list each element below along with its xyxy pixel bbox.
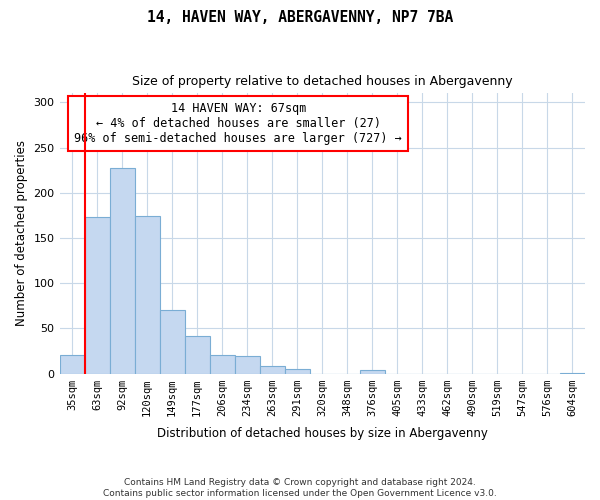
Bar (85, 217, 110, 374)
Bar (285, 369, 310, 374)
Text: Contains HM Land Registry data © Crown copyright and database right 2024.
Contai: Contains HM Land Registry data © Crown c… (103, 478, 497, 498)
X-axis label: Distribution of detached houses by size in Abergavenny: Distribution of detached houses by size … (157, 427, 488, 440)
Bar (360, 370, 385, 374)
Bar (560, 372, 585, 374)
Bar (59, 356, 85, 374)
Bar (110, 168, 134, 374)
Bar (185, 336, 209, 374)
Text: 14 HAVEN WAY: 67sqm
← 4% of detached houses are smaller (27)
96% of semi-detache: 14 HAVEN WAY: 67sqm ← 4% of detached hou… (74, 102, 402, 144)
Bar (209, 356, 235, 374)
Text: 14, HAVEN WAY, ABERGAVENNY, NP7 7BA: 14, HAVEN WAY, ABERGAVENNY, NP7 7BA (147, 10, 453, 25)
Bar (160, 310, 185, 374)
Bar (134, 216, 160, 374)
Bar (260, 366, 285, 374)
Y-axis label: Number of detached properties: Number of detached properties (15, 140, 28, 326)
Title: Size of property relative to detached houses in Abergavenny: Size of property relative to detached ho… (132, 75, 512, 88)
Bar (235, 356, 260, 374)
